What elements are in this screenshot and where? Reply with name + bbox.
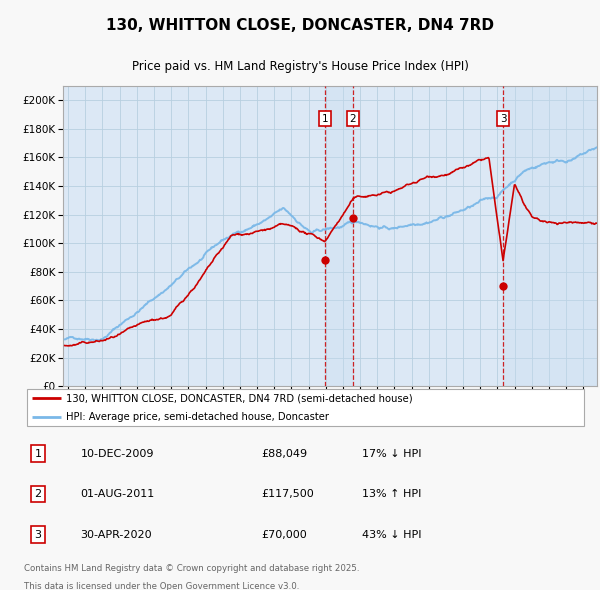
Text: 3: 3 [35,530,41,540]
Text: 17% ↓ HPI: 17% ↓ HPI [362,448,422,458]
FancyBboxPatch shape [27,389,584,426]
Bar [325,86,353,386]
Text: 1: 1 [35,448,41,458]
Text: 10-DEC-2009: 10-DEC-2009 [80,448,154,458]
Text: 43% ↓ HPI: 43% ↓ HPI [362,530,422,540]
Text: 130, WHITTON CLOSE, DONCASTER, DN4 7RD (semi-detached house): 130, WHITTON CLOSE, DONCASTER, DN4 7RD (… [66,394,413,404]
Text: 130, WHITTON CLOSE, DONCASTER, DN4 7RD: 130, WHITTON CLOSE, DONCASTER, DN4 7RD [106,18,494,33]
Text: This data is licensed under the Open Government Licence v3.0.: This data is licensed under the Open Gov… [24,582,299,590]
Text: 30-APR-2020: 30-APR-2020 [80,530,152,540]
Text: £70,000: £70,000 [261,530,307,540]
Text: £88,049: £88,049 [261,448,307,458]
Text: £117,500: £117,500 [261,489,314,499]
Text: 2: 2 [35,489,41,499]
Text: 2: 2 [350,113,356,123]
Text: 3: 3 [500,113,506,123]
Text: Contains HM Land Registry data © Crown copyright and database right 2025.: Contains HM Land Registry data © Crown c… [24,564,359,573]
Text: 01-AUG-2011: 01-AUG-2011 [80,489,155,499]
Bar [503,86,597,386]
Text: Price paid vs. HM Land Registry's House Price Index (HPI): Price paid vs. HM Land Registry's House … [131,60,469,73]
Text: HPI: Average price, semi-detached house, Doncaster: HPI: Average price, semi-detached house,… [66,412,329,422]
Text: 13% ↑ HPI: 13% ↑ HPI [362,489,422,499]
Text: 1: 1 [322,113,328,123]
